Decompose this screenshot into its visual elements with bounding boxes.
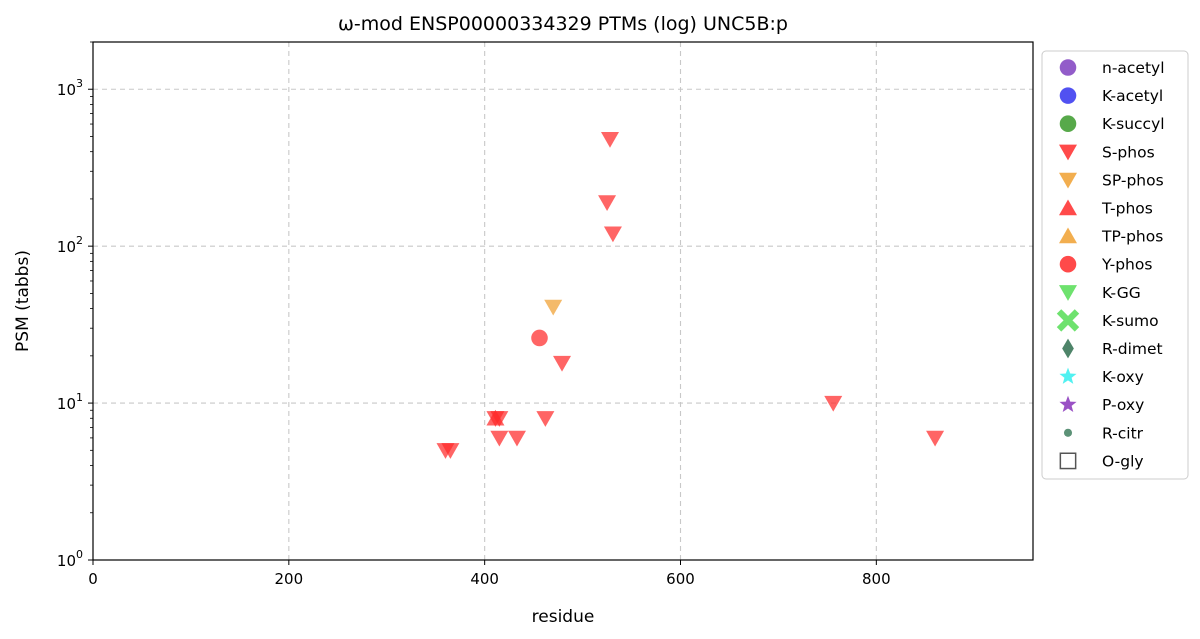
legend-marker-r-dimet [1062,338,1074,359]
legend-marker-k-acetyl [1059,87,1077,104]
point-s-phos [926,430,945,447]
y-tick-label: 100 [57,548,83,570]
point-y-phos [531,329,548,347]
axes-ticks: 0 200 400 600 800 100 101 102 103 [57,41,891,588]
point-s-phos [441,443,460,459]
x-tick-label: 400 [470,570,499,588]
x-tick-label: 800 [862,570,891,588]
point-sp-phos [544,299,563,316]
point-s-phos [603,226,622,243]
y-axis-title: PSM (tabbs) [13,250,33,352]
point-s-phos [601,132,619,148]
legend-marker-p-oxy [1059,395,1077,412]
legend-label-k-sumo: K-sumo [1102,312,1159,330]
legend-label-sp-phos: SP-phos [1102,171,1164,189]
legend-label-k-oxy: K-oxy [1102,368,1144,386]
legend-label-n-acetyl: n-acetyl [1102,59,1165,77]
grid [93,42,1033,560]
point-t-phos [486,409,505,426]
legend-label-k-succyl: K-succyl [1102,115,1165,133]
legend-marker-o-gly [1059,452,1077,470]
plot-frame [92,41,1034,561]
legend-marker-s-phos [1059,144,1077,161]
legend-marker-t-phos [1059,199,1077,216]
legend-marker-k-sumo [1056,309,1080,332]
legend-marker-y-phos [1059,255,1077,273]
legend-marker-k-succyl [1059,115,1077,132]
x-tick-label: 0 [88,570,98,588]
data-points [436,132,945,459]
legend-label-k-gg: K-GG [1102,284,1141,302]
legend-label-tp-phos: TP-phos [1101,228,1163,246]
x-axis-title: residue [532,607,595,627]
legend-label-t-phos: T-phos [1101,200,1153,218]
y-tick-label: 102 [57,234,83,256]
legend-label-o-gly: O-gly [1102,452,1144,470]
legend-marker-r-citr [1063,428,1073,437]
legend-frame [1041,50,1189,480]
x-tick-label: 600 [666,570,695,588]
legend-marker-k-gg [1059,285,1077,301]
legend-marker-k-oxy [1059,367,1077,384]
legend-marker-tp-phos [1059,227,1077,244]
legend-marker-n-acetyl [1059,59,1077,76]
y-tick-label: 101 [57,391,83,413]
legend-marker-sp-phos [1059,172,1077,189]
legend-label-p-oxy: P-oxy [1102,396,1144,414]
point-s-phos [536,411,555,427]
legend-label-k-acetyl: K-acetyl [1102,87,1163,105]
point-s-phos [490,430,509,447]
legend-label-r-dimet: R-dimet [1102,340,1163,358]
legend-label-s-phos: S-phos [1102,143,1155,161]
y-tick-label: 103 [57,77,83,99]
point-s-phos [507,430,526,447]
x-tick-label: 200 [275,570,304,588]
point-s-phos [553,355,572,372]
legend: n-acetyl K-acetyl K-succyl S-phos SP-phos T-p… [1041,50,1189,480]
point-s-phos [598,195,617,211]
legend-label-r-citr: R-citr [1102,424,1144,442]
legend-label-y-phos: Y-phos [1101,256,1152,274]
point-s-phos [824,395,843,412]
chart-title: ω-mod ENSP00000334329 PTMs (log) UNC5B:p [338,13,788,35]
